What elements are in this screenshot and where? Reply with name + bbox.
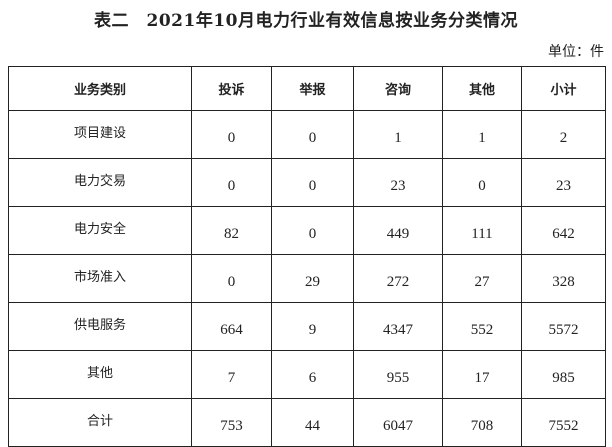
value-cell: 111 (442, 206, 522, 255)
value-cell: 29 (271, 254, 354, 303)
category-cell: 电力安全 (8, 206, 192, 255)
category-cell: 其他 (8, 350, 192, 399)
column-header: 其他 (442, 66, 522, 111)
value-cell: 328 (521, 254, 606, 303)
value-cell: 4347 (353, 302, 443, 351)
value-cell: 552 (442, 302, 522, 351)
table-row: 其他 7 6 955 17 985 (8, 350, 606, 399)
category-cell: 项目建设 (8, 110, 192, 159)
value-cell: 5572 (521, 302, 606, 351)
document-title: 表二 2021年10月电力行业有效信息按业务分类情况 (94, 11, 518, 31)
category-cell: 供电服务 (8, 302, 192, 351)
column-header: 投诉 (191, 66, 272, 111)
column-header: 业务类别 (8, 66, 192, 111)
value-cell: 7 (191, 350, 272, 399)
value-cell: 44 (271, 398, 354, 447)
column-header: 小计 (521, 66, 606, 111)
table-header-row: 业务类别 投诉 举报 咨询 其他 小计 (8, 66, 606, 111)
table-row: 合计 753 44 6047 708 7552 (8, 398, 606, 447)
value-cell: 17 (442, 350, 522, 399)
table-row: 供电服务 664 9 4347 552 5572 (8, 302, 606, 351)
value-cell: 664 (191, 302, 272, 351)
value-cell: 449 (353, 206, 443, 255)
category-cell: 合计 (8, 398, 192, 447)
value-cell: 6 (271, 350, 354, 399)
value-cell: 1 (353, 110, 443, 159)
value-cell: 82 (191, 206, 272, 255)
table-row: 项目建设 0 0 1 1 2 (8, 110, 606, 159)
value-cell: 955 (353, 350, 443, 399)
value-cell: 642 (521, 206, 606, 255)
value-cell: 985 (521, 350, 606, 399)
value-cell: 9 (271, 302, 354, 351)
value-cell: 272 (353, 254, 443, 303)
value-cell: 0 (271, 110, 354, 159)
value-cell: 0 (191, 158, 272, 207)
value-cell: 0 (191, 110, 272, 159)
value-cell: 6047 (353, 398, 443, 447)
value-cell: 7552 (521, 398, 606, 447)
column-header: 举报 (271, 66, 354, 111)
value-cell: 0 (271, 206, 354, 255)
value-cell: 2 (521, 110, 606, 159)
category-cell: 电力交易 (8, 158, 192, 207)
table-row: 市场准入 0 29 272 27 328 (8, 254, 606, 303)
unit-label: 单位：件 (548, 44, 604, 60)
value-cell: 23 (353, 158, 443, 207)
column-header: 咨询 (353, 66, 443, 111)
value-cell: 708 (442, 398, 522, 447)
table-row: 电力交易 0 0 23 0 23 (8, 158, 606, 207)
value-cell: 0 (191, 254, 272, 303)
category-cell: 市场准入 (8, 254, 192, 303)
value-cell: 753 (191, 398, 272, 447)
business-category-table: 业务类别 投诉 举报 咨询 其他 小计 项目建设 0 0 1 1 2 电力交易 0 0 23 0 23… (8, 66, 606, 447)
value-cell: 27 (442, 254, 522, 303)
value-cell: 23 (521, 158, 606, 207)
value-cell: 0 (271, 158, 354, 207)
value-cell: 0 (442, 158, 522, 207)
value-cell: 1 (442, 110, 522, 159)
table-row: 电力安全 82 0 449 111 642 (8, 206, 606, 255)
